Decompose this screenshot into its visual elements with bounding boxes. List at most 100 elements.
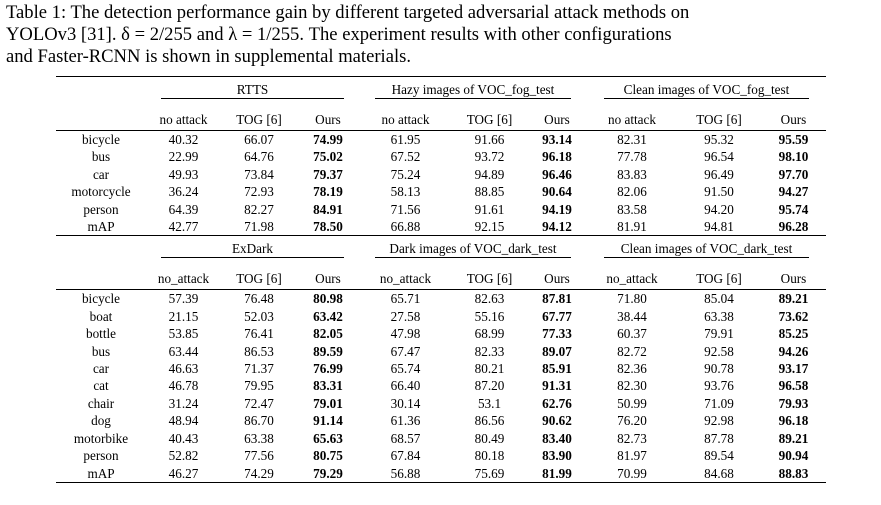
table-cell: 70.99 — [587, 464, 677, 483]
table-row: bicycle 57.39 76.48 80.98 65.71 82.63 87.81 71.… — [56, 289, 826, 308]
table-cell: 79.37 — [297, 166, 359, 183]
table-cell: 82.06 — [617, 184, 647, 200]
table-cell: 66.88 — [390, 219, 421, 235]
best-value: 79.93 — [778, 395, 809, 411]
column-header: TOG [6] — [696, 112, 742, 127]
table1-column-header: no attack TOG [6] Ours no attack TOG [6] Ours… — [56, 103, 826, 131]
best-value: 81.99 — [542, 465, 572, 481]
best-value: 77.33 — [542, 326, 572, 342]
table-cell: 67.77 — [527, 308, 587, 325]
table-cell: 77.56 — [244, 448, 274, 464]
row-label: bicycle — [56, 289, 146, 308]
table-cell: 71.98 — [244, 219, 274, 235]
table-cell: 56.88 — [359, 464, 452, 483]
table-cell: 79.29 — [297, 464, 359, 483]
table-cell: 68.57 — [390, 430, 421, 446]
table-cell: 79.01 — [297, 395, 359, 412]
table-cell: 87.78 — [704, 430, 734, 446]
best-value: 95.59 — [778, 132, 809, 147]
row-label: mAP — [56, 464, 146, 483]
table-row: cat 46.78 79.95 83.31 66.40 87.20 91.31 82.30 93… — [56, 377, 826, 394]
table-row: bicycle 40.32 66.07 74.99 61.95 91.66 93.14 82.… — [56, 130, 826, 149]
table-cell: 93.14 — [527, 130, 587, 149]
table-cell: 48.94 — [168, 413, 199, 429]
row-label: bicycle — [56, 130, 146, 149]
table-cell: 78.50 — [297, 218, 359, 236]
table-cell: 79.93 — [761, 395, 826, 412]
best-value: 93.17 — [778, 361, 809, 377]
table-cell: 81.91 — [617, 219, 647, 235]
table-cell: 76.41 — [244, 326, 274, 342]
column-header: TOG [6] — [696, 271, 742, 287]
column-header: no_attack — [606, 271, 658, 287]
table-cell: 96.54 — [704, 149, 734, 165]
best-value: 89.21 — [778, 291, 809, 307]
table-cell: 83.31 — [297, 377, 359, 394]
group-header-cell: Hazy images of VOC_fog_test — [359, 76, 587, 103]
best-value: 91.14 — [313, 413, 343, 429]
best-value: 83.31 — [313, 378, 343, 394]
table-cell: 75.24 — [390, 166, 421, 182]
table-cell: 42.77 — [168, 219, 199, 235]
row-label: person — [83, 201, 119, 217]
column-header: no_attack — [157, 271, 210, 287]
table-cell: 93.72 — [474, 149, 505, 165]
row-label: car — [92, 166, 110, 182]
best-value: 93.14 — [542, 132, 572, 147]
best-value: 94.19 — [542, 201, 572, 217]
group-title: ExDark — [160, 241, 345, 258]
best-value: 94.27 — [778, 184, 809, 200]
table-cell: 57.39 — [146, 289, 221, 308]
table-cell: 40.32 — [146, 130, 221, 149]
column-header: no attack — [608, 112, 656, 127]
column-header: Ours — [544, 271, 570, 287]
table-cell: 85.25 — [761, 325, 826, 342]
best-value: 96.28 — [778, 219, 809, 235]
best-value: 83.40 — [542, 430, 572, 446]
table-row: dog 48.94 86.70 91.14 61.36 86.56 90.62 76.20 92… — [56, 412, 826, 429]
table-cell: 81.99 — [527, 464, 587, 483]
table-cell: 80.18 — [474, 448, 505, 464]
row-label: mAP — [87, 219, 115, 235]
best-value: 89.59 — [313, 343, 343, 359]
table-row: bus 22.99 64.76 75.02 67.52 93.72 96.18 77.78 96… — [56, 148, 826, 165]
table-cell: 65.71 — [359, 289, 452, 308]
best-value: 76.99 — [313, 361, 343, 377]
best-value: 90.62 — [542, 413, 572, 429]
row-label: person — [83, 448, 119, 464]
best-value: 94.26 — [778, 343, 809, 359]
table-cell: 46.27 — [146, 464, 221, 483]
row-label: motorcycle — [71, 184, 131, 200]
table-cell: 96.28 — [761, 218, 826, 236]
table-cell: 91.14 — [297, 412, 359, 429]
table-row: mAP 46.27 74.29 79.29 56.88 75.69 81.99 70.99 84… — [56, 464, 826, 483]
best-value: 65.63 — [313, 430, 343, 446]
best-value: 75.02 — [313, 149, 343, 165]
table-cell: 63.38 — [244, 430, 274, 446]
column-header: TOG [6] — [236, 112, 282, 127]
table-cell: 86.70 — [244, 413, 274, 429]
table-cell: 58.13 — [390, 184, 421, 200]
table-cell: 27.58 — [390, 308, 421, 324]
row-label: boat — [89, 308, 113, 324]
table-cell: 52.03 — [244, 308, 274, 324]
table-cell: 71.56 — [390, 201, 421, 217]
best-value: 87.81 — [542, 291, 572, 307]
table-cell: 64.76 — [244, 149, 274, 165]
table-cell: 47.98 — [390, 326, 421, 342]
best-value: 90.64 — [542, 184, 572, 200]
column-header: TOG [6] — [236, 271, 282, 287]
table-cell: 82.31 — [587, 130, 677, 149]
table-cell: 50.99 — [617, 395, 647, 411]
table-cell: 71.09 — [704, 395, 734, 411]
best-value: 97.70 — [778, 166, 809, 182]
best-value: 79.37 — [313, 166, 343, 182]
table-row: bottle 53.85 76.41 82.05 47.98 68.99 77.33 60.3… — [56, 325, 826, 342]
table-cell: 82.72 — [617, 343, 647, 359]
table-cell: 94.12 — [527, 218, 587, 236]
table-cell: 76.20 — [617, 413, 647, 429]
best-value: 94.12 — [542, 219, 572, 235]
table-row: car 49.93 73.84 79.37 75.24 94.89 96.46 83.83 96… — [56, 166, 826, 183]
column-header: no attack — [381, 112, 430, 127]
table-cell: 96.46 — [527, 166, 587, 183]
